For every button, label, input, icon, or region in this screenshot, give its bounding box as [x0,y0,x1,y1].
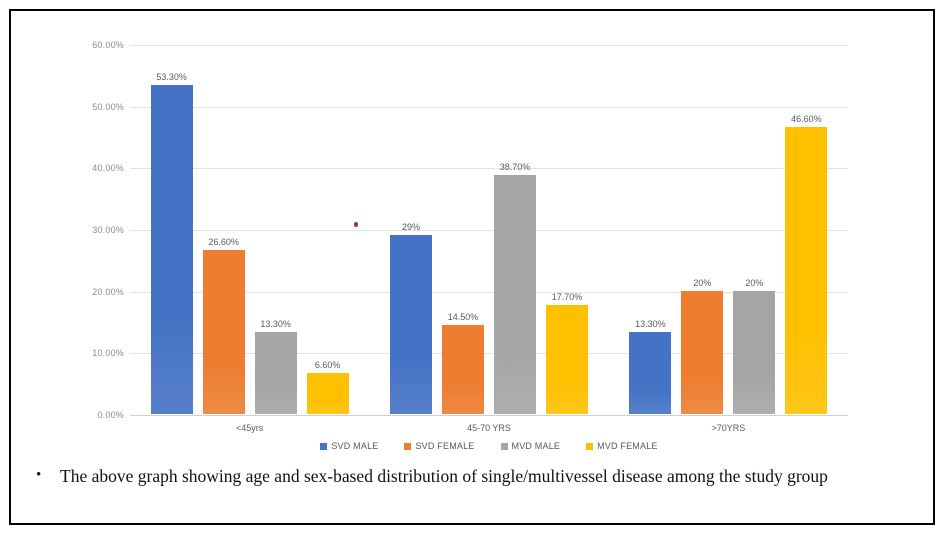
caption-text: The above graph showing age and sex-base… [60,466,828,486]
legend-swatch-icon [500,442,508,450]
legend-label: MVD MALE [511,441,561,451]
bar-data-label: 17.70% [551,291,583,302]
bar-svd-female-3 [681,290,724,414]
gridline [130,45,848,46]
red-dot-artifact [354,222,358,227]
bar-data-label: 20% [693,277,712,288]
legend-swatch-icon [586,442,594,450]
bar-data-label: 20% [745,277,764,288]
bar-mvd-female-3 [785,126,828,414]
bar-mvd-female-2 [546,304,588,414]
bar-svd-male-3 [629,331,672,414]
bar-svd-male-1 [150,85,193,414]
legend-item-mvd-male: MVD MALE [500,441,561,451]
x-axis-category-label: <45yrs [236,423,264,433]
bar-mvd-male-3 [733,290,776,414]
gridline [130,415,848,416]
y-axis-tick-label: 10.00% [92,348,124,359]
bar-mvd-male-1 [254,331,297,414]
legend-swatch-icon [320,442,328,450]
bar-data-label: 46.60% [791,113,822,124]
bar-data-label: 53.30% [156,72,187,83]
x-axis-category-label: 45-70 YRS [467,423,511,433]
y-axis-tick-label: 40.00% [92,163,124,174]
bar-svd-male-2 [390,235,432,414]
x-axis-category-label: >70YRS [711,423,746,433]
y-axis-tick-label: 0.00% [97,410,124,420]
legend-label: MVD FEMALE [597,441,658,451]
legend-item-svd-male: SVD MALE [320,441,378,451]
legend-label: SVD MALE [331,441,379,451]
bar-data-label: 26.60% [208,236,239,247]
bar-data-label: 38.70% [499,162,531,173]
legend-swatch-icon [404,442,412,450]
y-axis-tick-label: 50.00% [92,101,124,112]
bar-mvd-male-2 [494,175,536,414]
gridline [130,168,848,170]
bar-data-label: 29% [401,222,420,233]
gridline [130,230,848,231]
gridline [130,106,848,108]
plot-area [130,45,848,416]
gridline [130,353,848,355]
bar-data-label: 13.30% [635,318,666,329]
bar-svd-female-1 [202,249,245,414]
gridline [130,291,848,293]
y-axis-tick-label: 20.00% [92,286,124,297]
caption: • The above graph showing age and sex-bas… [36,466,896,487]
bar-data-label: 14.50% [447,311,479,322]
bar-data-label: 6.60% [314,360,341,371]
legend-item-svd-female: SVD FEMALE [404,441,474,451]
image-border [9,9,935,525]
bar-mvd-female-1 [306,373,349,414]
bullet-icon: • [36,467,42,483]
bar-data-label: 13.30% [260,318,291,329]
legend-label: SVD FEMALE [415,441,475,451]
bar-svd-female-2 [442,324,484,414]
legend-item-mvd-female: MVD FEMALE [586,441,658,451]
y-axis-tick-label: 30.00% [92,225,124,235]
y-axis-tick-label: 60.00% [92,40,124,50]
chart-legend: SVD MALE SVD FEMALE MVD MALE MVD FEMALE [130,441,848,451]
